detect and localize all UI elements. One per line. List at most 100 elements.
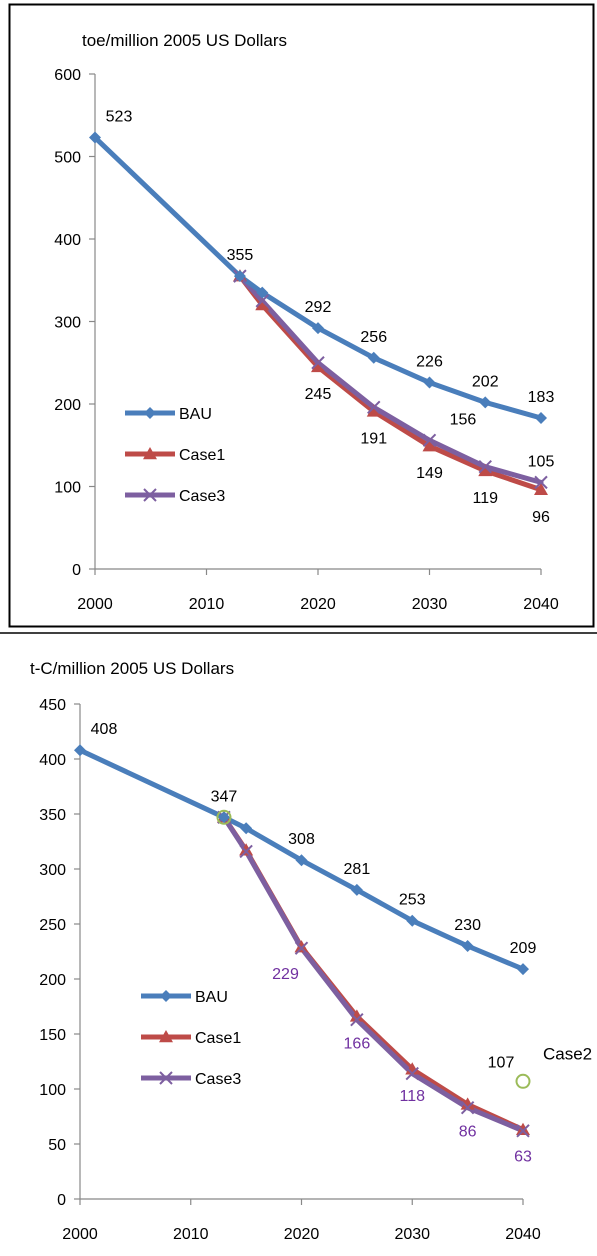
chart1-x-tick-label: 2010	[189, 596, 225, 613]
chart1-legend-case3-label: Case3	[179, 488, 225, 505]
chart1-legend-bau-marker	[144, 407, 156, 419]
chart2-data-label: 166	[344, 1035, 371, 1052]
chart2-annotation-case2: Case2	[543, 1044, 592, 1063]
chart2-series-bau-point	[517, 963, 529, 976]
chart1-series-case1-point	[311, 359, 325, 373]
chart1-series-bau-point	[535, 412, 547, 425]
chart1-x-tick-label: 2020	[300, 596, 336, 613]
chart1-data-label: 226	[416, 354, 443, 371]
chart2-series-case1-point	[239, 843, 254, 856]
chart2-legend-case1-marker	[159, 1030, 173, 1043]
chart1-series-case3-point	[367, 400, 381, 415]
chart1-series-case1-point	[534, 482, 548, 496]
chart1-data-label: 355	[227, 247, 254, 264]
chart1-legend-bau-label: BAU	[179, 406, 212, 423]
chart1-legend-case1-marker	[143, 447, 157, 460]
chart1-data-label: 96	[532, 509, 550, 526]
chart1-x-tick-label: 2040	[523, 596, 559, 613]
chart1-series-bau-point	[233, 270, 246, 283]
chart2-series-case3-line	[221, 814, 526, 1134]
chart2-y-tick-label: 300	[39, 862, 66, 879]
chart2-series-case3-point	[516, 1124, 530, 1138]
chart1-series-case3-point	[478, 459, 492, 474]
chart2-x-tick-label: 2040	[505, 1226, 541, 1243]
chart2-data-label: 86	[459, 1123, 477, 1140]
chart1-legend-case1-label: Case1	[179, 447, 225, 464]
chart2-series-case3-point	[405, 1066, 419, 1081]
chart2-legend-bau-label: BAU	[195, 989, 228, 1006]
chart2-title: t-C/million 2005 US Dollars	[30, 659, 234, 678]
chart2: t-C/million 2005 US Dollars 0 50 100 150 200 2…	[30, 659, 592, 1243]
chart2-series-case2-point	[216, 809, 232, 825]
chart2-data-label: 107	[488, 1054, 515, 1071]
chart2-y-tick-label: 0	[57, 1192, 66, 1209]
chart2-series-bau-point	[74, 744, 86, 757]
chart2-data-label: 229	[272, 966, 299, 983]
chart1-series-case3-point	[311, 356, 325, 370]
chart2-data-label: 118	[399, 1088, 425, 1105]
chart1-series-case3-point	[534, 475, 548, 490]
chart1-series-case3-point	[255, 294, 269, 308]
chart2-data-label: 347	[211, 788, 238, 805]
chart2-series-case3-point	[294, 941, 309, 955]
chart1-y-tick-label: 300	[54, 315, 81, 332]
chart1-title: toe/million 2005 US Dollars	[82, 31, 287, 50]
chart2-data-label: 308	[288, 831, 315, 848]
chart1-series-bau-point	[423, 376, 436, 389]
chart1-legend-case3-marker	[143, 488, 157, 502]
chart1-data-label: 292	[305, 299, 332, 316]
chart2-data-label: 230	[454, 917, 481, 934]
chart2-series-case1-point	[349, 1009, 364, 1022]
chart2-series-bau-point	[295, 854, 308, 867]
chart2-y-tick-label: 400	[39, 752, 66, 769]
chart2-series-bau-point	[350, 883, 363, 896]
chart2-y-tick-label: 450	[39, 697, 66, 714]
chart2-series-case2-point	[515, 1073, 531, 1089]
chart2-series-case3-point	[239, 844, 253, 859]
chart1-series-bau-point	[479, 396, 492, 409]
chart2-data-label: 253	[399, 892, 426, 909]
chart2-x-tick-label: 2010	[173, 1226, 209, 1243]
chart1-series-bau-point	[256, 286, 269, 299]
chart1-data-label: 191	[360, 430, 387, 447]
chart1-x-tick-label: 2000	[77, 596, 113, 613]
chart1-data-label: 149	[416, 465, 443, 482]
chart1-data-label: 156	[450, 411, 477, 428]
chart1-data-label: 523	[106, 109, 133, 126]
chart2-series-case3-point	[460, 1100, 475, 1115]
chart2-series-case3-point	[350, 1012, 364, 1027]
chart1-x-tick-label: 2030	[412, 596, 448, 613]
chart1-data-label: 202	[472, 373, 499, 390]
chart2-y-tick-label: 350	[39, 807, 66, 824]
chart2-series-bau-point	[406, 914, 419, 927]
chart2-series-case1-point	[294, 940, 309, 953]
chart1-y-tick-label: 400	[54, 232, 81, 249]
chart1-series-case1-point	[255, 298, 270, 311]
chart2-x-tick-label: 2020	[284, 1226, 320, 1243]
chart2-legend-bau-marker	[160, 990, 172, 1002]
chart1-y-tick-label: 600	[54, 67, 81, 84]
chart1-series-bau-point	[367, 351, 380, 364]
chart1-y-tick-label: 0	[72, 562, 81, 579]
chart2-series-bau-point	[240, 822, 253, 835]
chart2-series-bau-point	[461, 940, 474, 952]
chart2-y-tick-label: 250	[39, 917, 66, 934]
chart1-data-label: 105	[528, 453, 555, 470]
chart2-data-label: 408	[91, 721, 118, 738]
chart2-data-label: 209	[510, 940, 537, 957]
chart1-series-case1-point	[366, 404, 381, 417]
chart2-y-tick-label: 200	[39, 972, 66, 989]
chart1-series-bau-point	[89, 131, 101, 144]
chart1-data-label: 183	[528, 389, 555, 406]
chart2-y-tick-label: 150	[39, 1027, 66, 1044]
chart2-legend-case3-marker	[159, 1071, 173, 1085]
chart2-series-bau-point	[217, 811, 230, 824]
chart1-series-case1-point	[422, 439, 437, 452]
chart2-y-tick-label: 100	[39, 1082, 66, 1099]
chart2-series-case1-point	[460, 1097, 475, 1110]
chart2-y-tick-label: 50	[48, 1137, 66, 1154]
chart1-series-case1-point	[478, 463, 493, 477]
chart1-data-label: 245	[305, 386, 332, 403]
chart1-data-label: 119	[472, 490, 498, 507]
